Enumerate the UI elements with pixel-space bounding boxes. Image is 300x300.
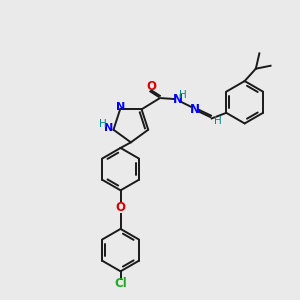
Text: N: N: [116, 102, 125, 112]
Text: O: O: [116, 201, 126, 214]
Text: N: N: [190, 103, 200, 116]
Text: H: H: [214, 116, 221, 126]
Text: H: H: [178, 90, 186, 100]
Text: Cl: Cl: [114, 277, 127, 290]
Text: N: N: [172, 93, 182, 106]
Text: N: N: [103, 123, 113, 133]
Text: O: O: [147, 80, 157, 93]
Text: H: H: [99, 119, 107, 129]
